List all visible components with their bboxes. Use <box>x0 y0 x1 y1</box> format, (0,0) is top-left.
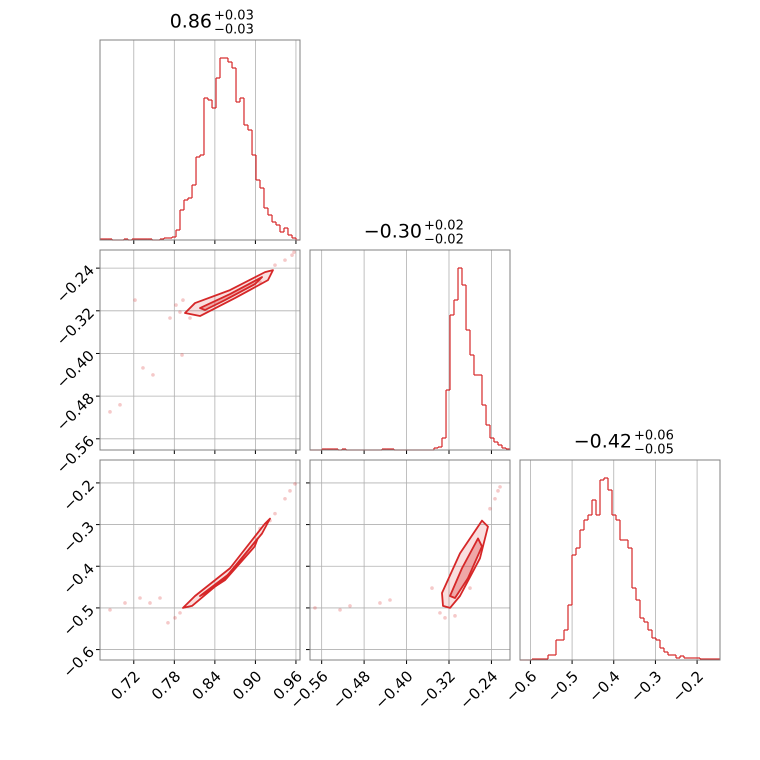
panel-frame <box>99 459 301 661</box>
contour <box>199 537 259 597</box>
histogram <box>100 57 300 241</box>
scatter-point <box>273 511 277 516</box>
panel-frame <box>519 459 721 661</box>
y-tick-label: −0.4 <box>60 560 98 598</box>
title-upper: +0.02 <box>424 219 464 234</box>
contour <box>449 537 483 599</box>
x-tick-label: −0.4 <box>585 667 623 705</box>
scatter-point <box>158 596 162 600</box>
contour <box>184 269 274 317</box>
x-tick-label: −0.5 <box>544 667 582 705</box>
panel: −0.30 +0.02−0.02 <box>309 219 511 454</box>
scatter-point <box>138 596 142 600</box>
x-tick-label: −0.48 <box>329 667 374 712</box>
scatter-point <box>151 373 155 377</box>
x-tick-label: 0.72 <box>107 667 143 703</box>
contour <box>182 517 271 609</box>
scatter-point <box>178 611 182 615</box>
panel-title: 0.86 <box>170 11 212 33</box>
scatter-point <box>348 604 352 608</box>
scatter-point <box>338 608 342 612</box>
y-tick-label: −0.24 <box>53 261 98 306</box>
scatter-point <box>118 403 122 407</box>
scatter-point <box>181 298 185 302</box>
scatter-point <box>468 586 472 590</box>
x-tick-label: 0.78 <box>148 667 184 703</box>
scatter-point <box>453 614 457 618</box>
panel-title: −0.30 <box>364 221 422 243</box>
scatter-point <box>438 611 442 615</box>
scatter-point <box>178 310 182 314</box>
scatter-point <box>493 496 497 501</box>
y-tick-label: −0.2 <box>60 476 98 514</box>
scatter-point <box>488 506 492 511</box>
scatter-point <box>273 263 277 267</box>
y-tick-label: −0.6 <box>60 643 98 681</box>
y-tick-label: −0.32 <box>53 304 98 349</box>
scatter-point <box>123 601 127 605</box>
scatter-point <box>174 303 178 307</box>
title-lower: −0.05 <box>634 443 674 458</box>
panel-frame <box>309 249 511 451</box>
scatter-point <box>133 298 137 302</box>
panel-frame <box>99 39 301 241</box>
x-tick-label: −0.2 <box>669 667 707 705</box>
y-tick-label: −0.40 <box>53 347 98 392</box>
y-tick-label: −0.3 <box>60 518 98 556</box>
title-upper: +0.03 <box>214 9 254 24</box>
scatter-point <box>496 489 500 493</box>
y-tick-label: −0.48 <box>53 389 98 434</box>
scatter-point <box>173 616 177 620</box>
panel: 0.86 +0.03−0.03 <box>99 9 301 244</box>
scatter-point <box>430 586 434 590</box>
title-lower: −0.02 <box>424 233 464 248</box>
x-tick-label: −0.40 <box>371 667 416 712</box>
scatter-point <box>180 353 184 357</box>
scatter-point <box>378 601 382 605</box>
scatter-point <box>293 482 297 486</box>
scatter-point <box>108 608 112 612</box>
scatter-point <box>443 616 447 620</box>
contour <box>199 276 263 311</box>
y-tick-label: −0.56 <box>53 432 98 477</box>
panel: 0.72 0.78 0.84 0.90 0.96−0.6−0.5−0.4−0.3−0.2 <box>60 459 306 704</box>
x-tick-label: −0.32 <box>414 667 459 712</box>
panel-title: −0.42 <box>574 431 632 453</box>
panel: −0.56−0.48−0.40−0.32−0.24 <box>53 249 301 477</box>
scatter-point <box>108 410 112 414</box>
scatter-point <box>166 620 170 625</box>
scatter-point <box>388 598 392 602</box>
x-tick-label: −0.3 <box>627 667 665 705</box>
scatter-point <box>283 496 287 501</box>
scatter-point <box>168 316 172 320</box>
scatter-point <box>288 489 292 493</box>
panel: −0.6 −0.5 −0.4 −0.3 −0.2 −0.42 +0.06−0.05 <box>502 429 721 706</box>
scatter-point <box>313 606 317 610</box>
histogram <box>520 477 720 661</box>
histogram <box>310 267 510 451</box>
y-tick-label: −0.5 <box>60 601 98 639</box>
scatter-point <box>290 253 294 257</box>
x-tick-label: −0.24 <box>456 667 501 712</box>
scatter-point <box>498 485 502 489</box>
scatter-point <box>188 316 192 320</box>
panel: −0.56−0.48−0.40−0.32−0.24 <box>286 459 511 713</box>
scatter-point <box>148 601 152 605</box>
title-upper: +0.06 <box>634 429 674 444</box>
scatter-point <box>292 250 296 254</box>
x-tick-label: 0.90 <box>229 667 265 703</box>
panel-frame <box>99 249 301 451</box>
x-tick-label: −0.6 <box>502 667 540 705</box>
scatter-point <box>283 258 287 262</box>
panel-frame <box>309 459 511 661</box>
title-lower: −0.03 <box>214 23 254 38</box>
scatter-point <box>141 366 145 370</box>
x-tick-label: 0.84 <box>189 667 225 703</box>
